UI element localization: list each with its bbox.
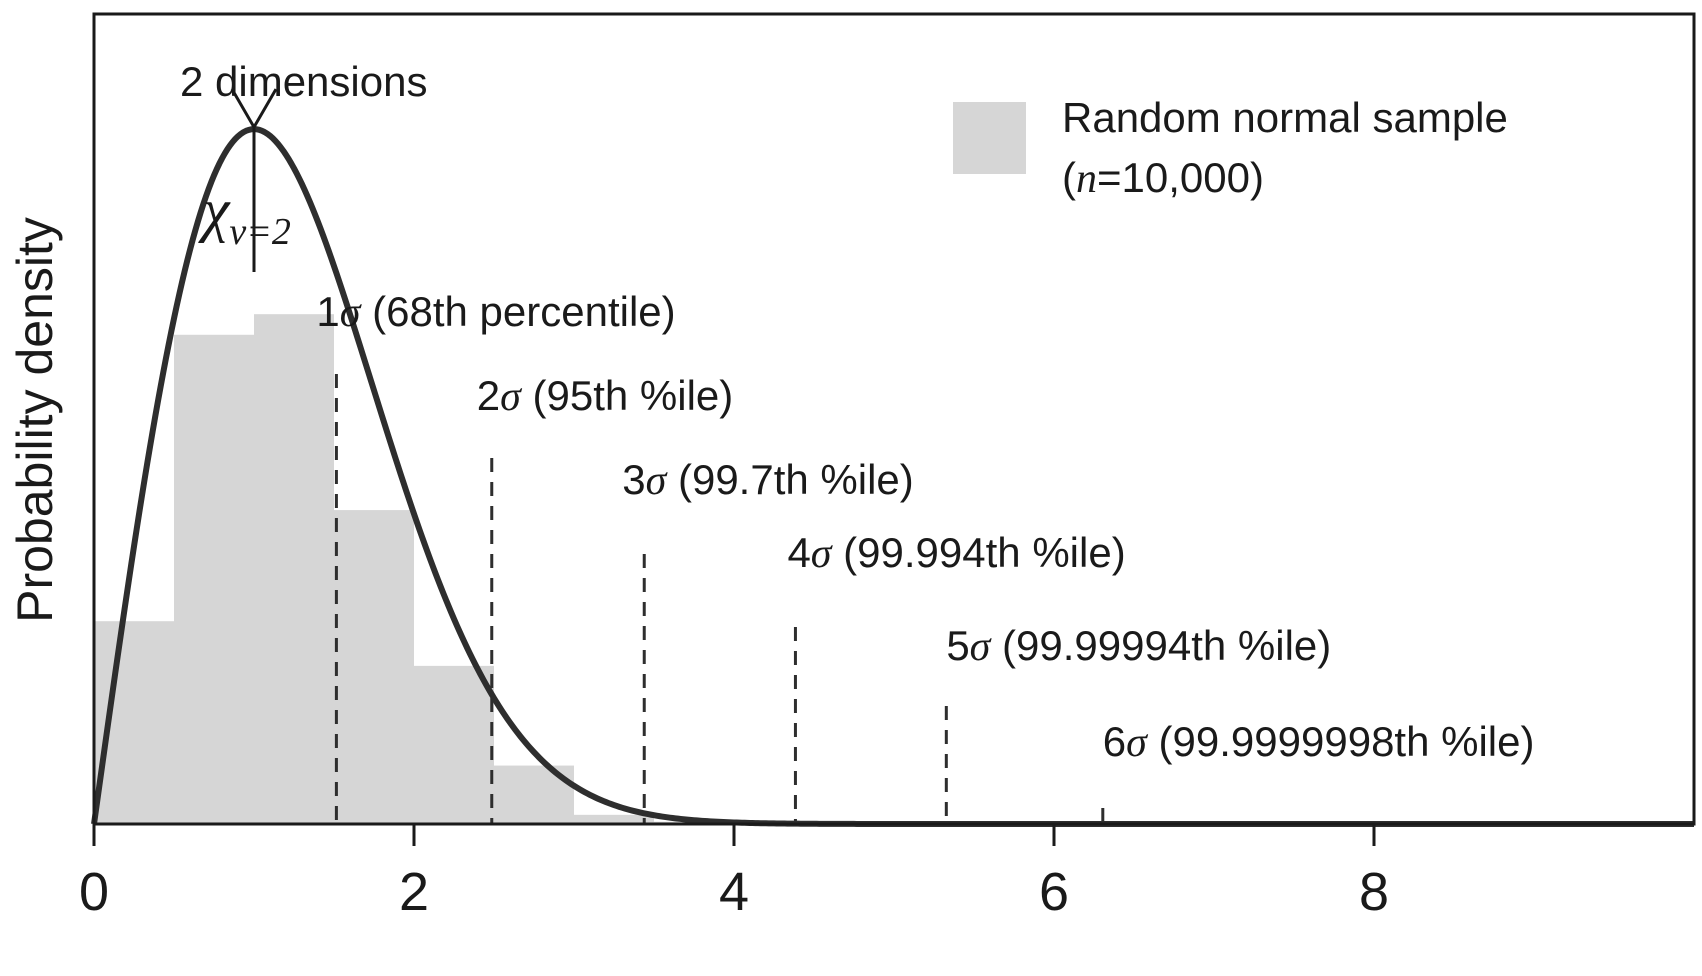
histogram-bars (94, 314, 734, 824)
sigma-label: 4σ (99.994th %ile) (787, 529, 1125, 577)
legend: Random normal sample (n=10,000) (953, 94, 1508, 202)
histogram-bar (574, 814, 654, 824)
chi-subscript: ν=2 (229, 211, 291, 253)
legend-swatch (953, 102, 1026, 174)
chi-symbol: χ (198, 177, 231, 243)
x-tick-label: 2 (399, 862, 429, 922)
chart-title: 2 dimensions (180, 58, 427, 105)
legend-label-line2: (n=10,000) (1062, 154, 1264, 202)
sigma-label: 2σ (95th %ile) (477, 372, 734, 420)
histogram-bar (174, 334, 254, 824)
peak-arrow-head (230, 88, 278, 131)
x-tick-label: 6 (1039, 862, 1069, 922)
sigma-label: 6σ (99.9999998th %ile) (1103, 718, 1535, 766)
x-tick-label: 8 (1359, 862, 1389, 922)
histogram-bar (414, 665, 494, 824)
sigma-label: 5σ (99.99994th %ile) (946, 622, 1331, 670)
y-axis-label: Probability density (7, 217, 63, 623)
sigma-lines (334, 374, 1105, 824)
chi-curve-label: χν=2 (198, 177, 291, 253)
legend-n-symbol: n (1076, 156, 1097, 202)
legend-label-line1: Random normal sample (1062, 94, 1508, 141)
sigma-labels: 1σ (68th percentile) 2σ (95th %ile) 3σ (99… (316, 288, 1534, 766)
sigma-label: 1σ (68th percentile) (316, 288, 675, 336)
peak-arrow (230, 88, 278, 272)
x-tick-label: 0 (79, 862, 109, 922)
histogram-bar (254, 314, 334, 824)
sigma-label: 3σ (99.7th %ile) (622, 456, 914, 504)
plot-frame (92, 12, 1696, 826)
histogram-bar (334, 510, 414, 824)
x-tick-label: 4 (719, 862, 749, 922)
x-axis-ticks: 0 2 4 6 8 (79, 824, 1389, 922)
